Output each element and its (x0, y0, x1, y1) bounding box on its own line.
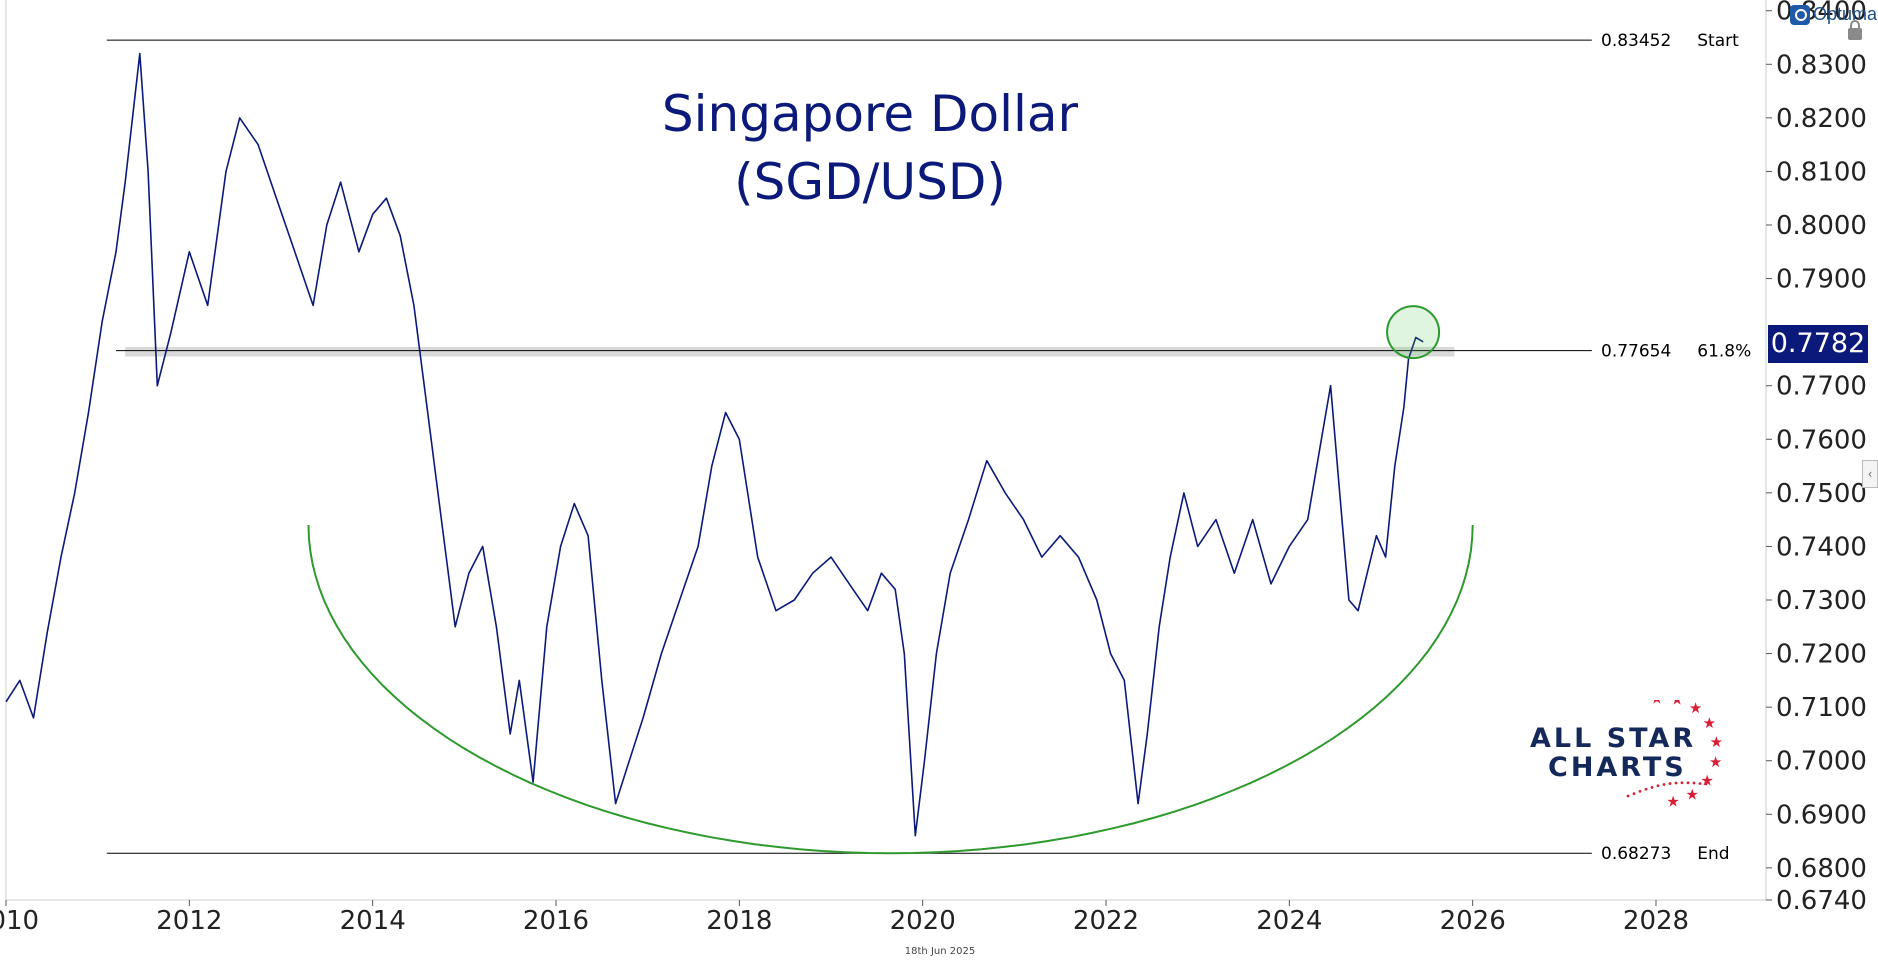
logo-line-1: ALL STAR (1530, 723, 1697, 754)
logo-star-0: ★ (1650, 700, 1663, 708)
x-tick-label-2: 2014 (340, 906, 406, 936)
y-tick-label-5: 0.7900 (1776, 265, 1867, 295)
x-tick-label-9: 2028 (1623, 906, 1689, 936)
logo-dot-5 (1656, 784, 1660, 788)
lock-icon[interactable] (1848, 20, 1862, 40)
logo-dot-1 (1632, 792, 1636, 796)
optuma-brand: Optuma (1790, 4, 1877, 25)
logo-dot-4 (1650, 785, 1654, 789)
optuma-logo-icon (1790, 4, 1810, 25)
y-tick-label-7: 0.7600 (1776, 425, 1867, 455)
logo-dot-2 (1638, 789, 1642, 793)
y-tick-label-6: 0.7700 (1776, 372, 1867, 402)
y-tick-label-4: 0.8000 (1776, 211, 1867, 241)
level-value-label-0: 0.83452 (1601, 31, 1671, 51)
collapse-panel-icon[interactable]: ‹ (1862, 460, 1878, 488)
logo-dot-8 (1674, 781, 1678, 785)
logo-star-5: ★ (1709, 753, 1722, 771)
logo-star-6: ★ (1700, 772, 1713, 790)
y-tick-label-9: 0.7400 (1776, 532, 1867, 562)
y-tick-label-3: 0.8100 (1776, 157, 1867, 187)
price-series-line (5, 52, 1424, 837)
x-tick-label-7: 2024 (1256, 906, 1322, 936)
logo-dot-10 (1686, 781, 1690, 785)
logo-star-7: ★ (1685, 785, 1698, 803)
logo-stars: ★★★★★★★★★ (1626, 700, 1723, 810)
logo-star-2: ★ (1689, 700, 1702, 717)
logo-dot-7 (1668, 782, 1672, 785)
logo-star-8: ★ (1666, 792, 1679, 810)
level-value-label-1: 0.77654 (1601, 342, 1671, 362)
y-tick-label-13: 0.7000 (1776, 747, 1867, 777)
level-tag-label-0: Start (1697, 31, 1739, 51)
logo-star-1: ★ (1670, 700, 1683, 708)
logo-dot-9 (1680, 781, 1684, 785)
brand-name: Optuma (1813, 4, 1878, 24)
footer-date: 18th Jun 2025 (904, 946, 976, 957)
x-tick-label-0: 2010 (0, 906, 39, 936)
level-tag-label-2: End (1697, 844, 1729, 864)
breakout-highlight-circle (1386, 305, 1441, 360)
y-tick-label-10: 0.7300 (1776, 586, 1867, 616)
logo-dot-12 (1698, 782, 1702, 785)
x-tick-label-3: 2016 (523, 906, 589, 936)
x-tick-label-6: 2022 (1073, 906, 1139, 936)
level-value-label-2: 0.68273 (1601, 844, 1671, 864)
y-tick-label-8: 0.7500 (1776, 479, 1867, 509)
logo-line-2: CHARTS (1548, 752, 1687, 783)
resistance-band (125, 346, 1455, 357)
logo-dot-13 (1704, 782, 1708, 786)
x-tick-label-8: 2026 (1440, 906, 1506, 936)
logo-dot-3 (1644, 787, 1648, 791)
y-tick-label-12: 0.7100 (1776, 693, 1867, 723)
all-star-charts-logo: ★★★★★★★★★ ALL STAR CHARTS (1530, 700, 1730, 810)
chart-title: Singapore Dollar (661, 85, 1079, 143)
rounding-bottom-arc (307, 524, 1474, 855)
last-price-tag: 0.7782 (1768, 325, 1868, 363)
y-tick-label-11: 0.7200 (1776, 640, 1867, 670)
y-tick-label-1: 0.8300 (1776, 50, 1867, 80)
y-tick-label-16: 0.6740 (1776, 886, 1867, 916)
x-tick-label-1: 2012 (156, 906, 222, 936)
logo-dot-11 (1692, 781, 1696, 785)
y-tick-label-14: 0.6900 (1776, 800, 1867, 830)
x-tick-label-4: 2018 (706, 906, 772, 936)
level-tag-label-1: 61.8% (1697, 342, 1751, 362)
chart-subtitle: (SGD/USD) (734, 153, 1006, 211)
logo-dot-6 (1662, 783, 1666, 786)
y-tick-label-15: 0.6800 (1776, 854, 1867, 884)
logo-star-4: ★ (1710, 733, 1723, 751)
logo-dot-0 (1626, 794, 1630, 798)
logo-star-3: ★ (1703, 714, 1716, 732)
x-tick-label-5: 2020 (890, 906, 956, 936)
y-tick-label-2: 0.8200 (1776, 104, 1867, 134)
